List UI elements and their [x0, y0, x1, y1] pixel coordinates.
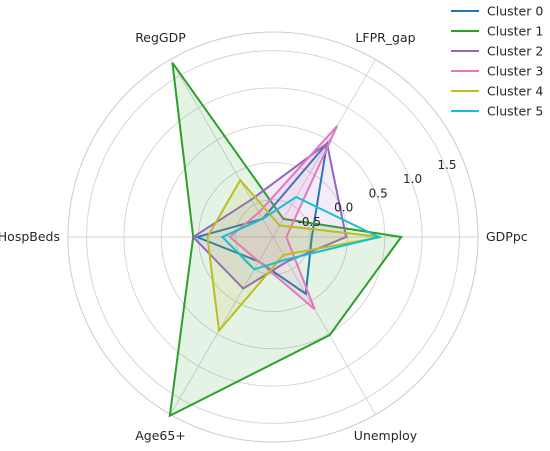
series-4-polygon — [206, 178, 382, 333]
legend-label: Cluster 4 — [487, 84, 543, 99]
spoke-line — [170, 236, 274, 415]
spoke-line — [272, 236, 376, 415]
axis-label-unemploy: Unemploy — [354, 428, 418, 443]
r-tick-label: 0.5 — [369, 186, 388, 200]
legend-label: Cluster 0 — [487, 4, 543, 19]
axis-label-reggdp: RegGDP — [135, 30, 186, 45]
series-layer — [168, 62, 403, 418]
series-3-polygon — [228, 125, 339, 311]
legend-label: Cluster 2 — [487, 44, 543, 59]
legend-label: Cluster 5 — [487, 104, 543, 119]
label-layer: -0.5 0.0 0.5 1.0 1.5 GDPpc LFPR_gap RegGDP HospB… — [0, 30, 528, 443]
axis-label-hospbeds: HospBeds — [0, 229, 60, 244]
r-tick-label: 1.5 — [437, 158, 456, 172]
spoke-line — [272, 59, 376, 238]
r-tick-label: 0.0 — [334, 201, 353, 215]
axis-label-age65-: Age65+ — [135, 428, 186, 443]
legend: Cluster 0 Cluster 1 Cluster 2 Cluster 3 Clus… — [451, 4, 543, 119]
series-2-polygon — [191, 141, 348, 290]
axis-label-gdppc: GDPpc — [486, 229, 528, 244]
legend-label: Cluster 1 — [487, 24, 543, 39]
r-tick-label: -0.5 — [298, 215, 321, 229]
grid-layer — [67, 31, 479, 443]
axis-label-lfpr-gap: LFPR_gap — [355, 30, 415, 45]
spoke-line — [170, 59, 274, 238]
r-tick-label: 1.0 — [403, 172, 422, 186]
series-5-polygon — [220, 195, 382, 271]
legend-label: Cluster 3 — [487, 64, 543, 79]
